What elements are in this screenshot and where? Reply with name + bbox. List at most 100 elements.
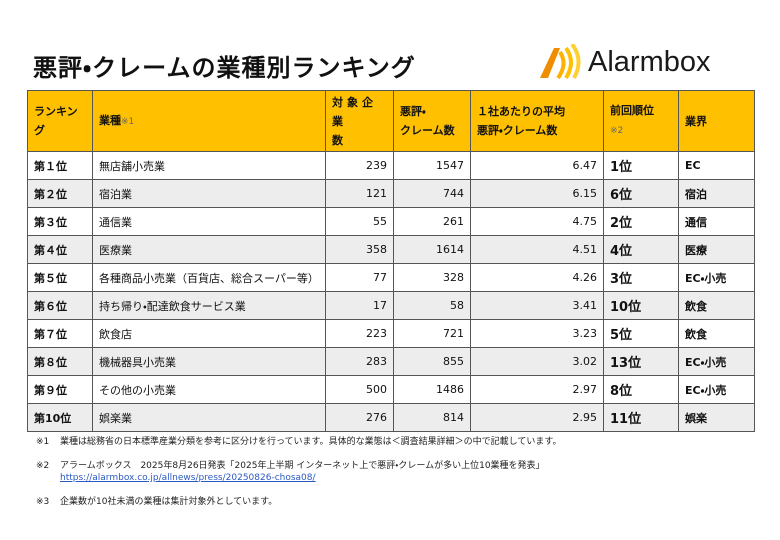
rank-cell: 第２位 — [27, 179, 93, 208]
header-text: 悪評・ — [400, 105, 426, 118]
industry-cell: 医療業 — [92, 235, 326, 264]
table-row: 第２位 宿泊業 121 744 6.15 6位 宿泊 — [27, 179, 755, 208]
table-row: 第５位 各種商品小売業（百貨店、総合スーパー等） 77 328 4.26 3位 EC・小売 — [27, 263, 755, 292]
average-cell: 6.47 — [470, 151, 604, 180]
average-cell: 3.02 — [470, 347, 604, 376]
complaint-count-cell: 328 — [393, 263, 471, 292]
column-header: 対象企業数 — [325, 90, 394, 152]
sector-cell: 娯楽 — [678, 403, 755, 432]
rank-cell: 第７位 — [27, 319, 93, 348]
industry-cell: 娯楽業 — [92, 403, 326, 432]
footnote-mark: ※3 — [36, 497, 50, 507]
sector-cell: EC — [678, 151, 755, 180]
sector-cell: 飲食 — [678, 291, 755, 320]
column-header: 前回順位 ※2 — [603, 90, 679, 152]
industry-cell: 機械器具小売業 — [92, 347, 326, 376]
rank-cell: 第４位 — [27, 235, 93, 264]
footnotes: ※1 業種は総務省の日本標準産業分類を参考に区分けを行っています。具体的な業態は＜… — [36, 436, 561, 520]
previous-rank-cell: 1位 — [603, 151, 679, 180]
average-cell: 2.97 — [470, 375, 604, 404]
rank-cell: 第９位 — [27, 375, 93, 404]
footnote-link[interactable]: https://alarmbox.co.jp/allnews/press/202… — [60, 473, 316, 483]
table-row: 第３位 通信業 55 261 4.75 2位 通信 — [27, 207, 755, 236]
header-text: ランキング — [34, 105, 78, 137]
header-note: ※1 — [121, 116, 135, 127]
logo-icon — [540, 44, 581, 80]
table-row: 第８位 機械器具小売業 283 855 3.02 13位 EC・小売 — [27, 347, 755, 376]
company-count-cell: 500 — [325, 375, 394, 404]
rank-cell: 第８位 — [27, 347, 93, 376]
average-cell: 4.75 — [470, 207, 604, 236]
footnote-text: 業種は総務省の日本標準産業分類を参考に区分けを行っています。具体的な業態は＜調査… — [60, 437, 562, 447]
sector-cell: EC・小売 — [678, 375, 755, 404]
previous-rank-cell: 10位 — [603, 291, 679, 320]
complaint-count-cell: 721 — [393, 319, 471, 348]
header-text: 業種 — [99, 113, 121, 127]
industry-cell: 各種商品小売業（百貨店、総合スーパー等） — [92, 263, 326, 292]
ranking-table: ランキング 業種※1 対象企業数悪評・ クレーム数 １社あたりの平均 悪評・クレーム数 前回… — [27, 90, 755, 432]
footnote: ※2 アラームボックス 2025年8月26日発表「2025年上半期 インターネット… — [36, 460, 561, 484]
company-count-cell: 276 — [325, 403, 394, 432]
previous-rank-cell: 4位 — [603, 235, 679, 264]
footnote: ※3 企業数が10社未満の業種は集計対象外としています。 — [36, 496, 561, 508]
complaint-count-cell: 1614 — [393, 235, 471, 264]
previous-rank-cell: 8位 — [603, 375, 679, 404]
company-count-cell: 223 — [325, 319, 394, 348]
table-row: 第１位 無店舗小売業 239 1547 6.47 1位 EC — [27, 151, 755, 180]
sector-cell: 通信 — [678, 207, 755, 236]
industry-cell: 飲食店 — [92, 319, 326, 348]
header-text: 前回順位 — [610, 104, 654, 117]
footnote-body: アラームボックス 2025年8月26日発表「2025年上半期 インターネット上で… — [60, 460, 545, 484]
complaint-count-cell: 58 — [393, 291, 471, 320]
complaint-count-cell: 1547 — [393, 151, 471, 180]
previous-rank-cell: 13位 — [603, 347, 679, 376]
header-text: 対象企業 — [332, 95, 377, 128]
industry-cell: 持ち帰り・配達飲食サービス業 — [92, 291, 326, 320]
rank-cell: 第６位 — [27, 291, 93, 320]
sector-cell: 宿泊 — [678, 179, 755, 208]
header-note: ※2 — [610, 126, 624, 136]
header-row: ランキング 業種※1 対象企業数悪評・ クレーム数 １社あたりの平均 悪評・クレーム数 前回… — [27, 90, 755, 152]
average-cell: 3.41 — [470, 291, 604, 320]
header-text: 業界 — [685, 114, 707, 128]
complaint-count-cell: 814 — [393, 403, 471, 432]
rank-cell: 第10位 — [27, 403, 93, 432]
previous-rank-cell: 2位 — [603, 207, 679, 236]
header-text: 悪評・クレーム数 — [477, 124, 558, 137]
average-cell: 4.26 — [470, 263, 604, 292]
column-header: 業界 — [678, 90, 755, 152]
complaint-count-cell: 744 — [393, 179, 471, 208]
rank-cell: 第５位 — [27, 263, 93, 292]
logo-text: Alarmbox — [588, 45, 711, 78]
previous-rank-cell: 6位 — [603, 179, 679, 208]
previous-rank-cell: 5位 — [603, 319, 679, 348]
sector-cell: 飲食 — [678, 319, 755, 348]
rank-cell: 第３位 — [27, 207, 93, 236]
footnote: ※1 業種は総務省の日本標準産業分類を参考に区分けを行っています。具体的な業態は＜… — [36, 436, 561, 448]
table-row: 第９位 その他の小売業 500 1486 2.97 8位 EC・小売 — [27, 375, 755, 404]
footnote-text: 企業数が10社未満の業種は集計対象外としています。 — [60, 497, 278, 507]
company-count-cell: 239 — [325, 151, 394, 180]
footnote-mark: ※2 — [36, 461, 50, 471]
company-count-cell: 121 — [325, 179, 394, 208]
table-row: 第７位 飲食店 223 721 3.23 5位 飲食 — [27, 319, 755, 348]
industry-cell: 通信業 — [92, 207, 326, 236]
average-cell: 6.15 — [470, 179, 604, 208]
logo: Alarmbox — [538, 44, 711, 80]
company-count-cell: 358 — [325, 235, 394, 264]
header-text: １社あたりの平均 — [477, 105, 565, 118]
company-count-cell: 283 — [325, 347, 394, 376]
footnote-body: 業種は総務省の日本標準産業分類を参考に区分けを行っています。具体的な業態は＜調査… — [60, 436, 561, 448]
column-header: 業種※1 — [92, 90, 326, 152]
industry-cell: その他の小売業 — [92, 375, 326, 404]
company-count-cell: 55 — [325, 207, 394, 236]
industry-cell: 宿泊業 — [92, 179, 326, 208]
industry-cell: 無店舗小売業 — [92, 151, 326, 180]
complaint-count-cell: 261 — [393, 207, 471, 236]
table-row: 第10位 娯楽業 276 814 2.95 11位 娯楽 — [27, 403, 755, 432]
footnote-mark: ※1 — [36, 437, 50, 447]
previous-rank-cell: 11位 — [603, 403, 679, 432]
header-text: クレーム数 — [400, 124, 455, 137]
footnote-body: 企業数が10社未満の業種は集計対象外としています。 — [60, 496, 277, 508]
